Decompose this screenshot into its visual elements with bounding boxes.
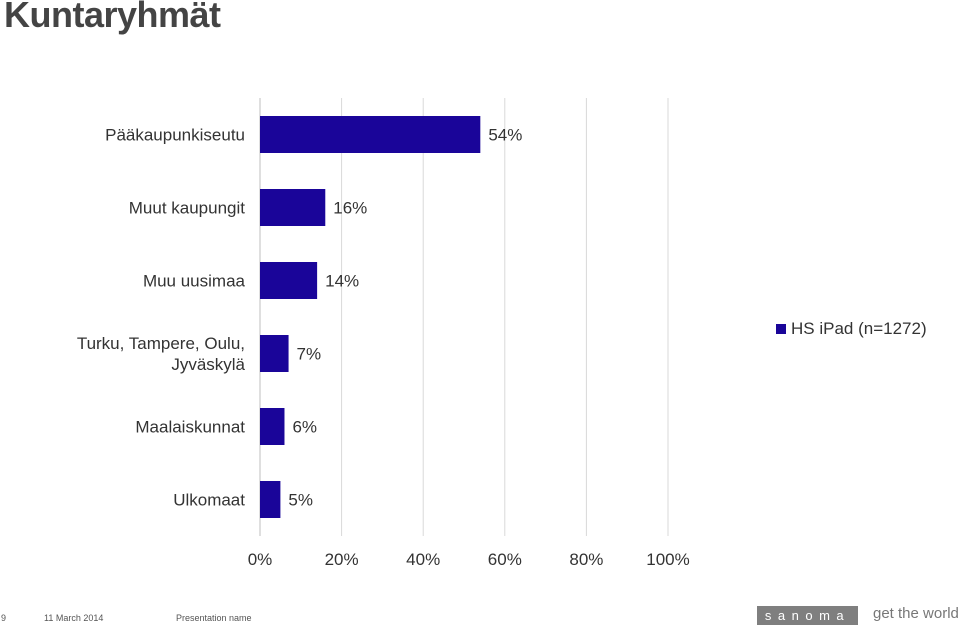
x-tick-label: 20% xyxy=(325,550,359,569)
tagline: get the world xyxy=(873,605,959,622)
x-tick-label: 60% xyxy=(488,550,522,569)
category-label: Ulkomaat xyxy=(173,491,245,510)
bar xyxy=(260,189,326,226)
category-label: Muu uusimaa xyxy=(143,272,246,291)
legend-label: HS iPad (n=1272) xyxy=(791,319,927,338)
page-number: 9 xyxy=(1,613,7,623)
legend: HS iPad (n=1272) xyxy=(776,319,927,338)
value-label: 7% xyxy=(297,345,322,364)
bars xyxy=(260,116,481,518)
presentation-name: Presentation name xyxy=(176,613,252,623)
bar xyxy=(260,116,481,153)
x-tick-label: 80% xyxy=(569,550,603,569)
labels: 0% 20% 40% 60% 80% 100% 54% Pääkaupunkiseutu 16%… xyxy=(77,126,690,570)
value-label: 14% xyxy=(325,272,359,291)
bar xyxy=(260,262,318,299)
x-tick-label: 100% xyxy=(646,550,689,569)
bar xyxy=(260,408,285,445)
bar-chart: 0% 20% 40% 60% 80% 100% 54% Pääkaupunkiseutu 16%… xyxy=(77,98,927,570)
bar xyxy=(260,481,281,518)
category-label: Pääkaupunkiseutu xyxy=(105,126,245,145)
grid-lines xyxy=(259,98,669,536)
sanoma-logo: sanoma xyxy=(757,606,858,625)
category-label: Turku, Tampere, Oulu, Jyväskylä xyxy=(77,334,246,374)
page-title: Kuntaryhmät xyxy=(4,0,221,35)
x-tick-label: 40% xyxy=(406,550,440,569)
x-tick-label: 0% xyxy=(248,550,273,569)
category-label: Muut kaupungit xyxy=(129,199,246,218)
value-label: 6% xyxy=(292,418,317,437)
footer-date: 11 March 2014 xyxy=(44,613,104,623)
value-label: 54% xyxy=(488,126,522,145)
value-label: 5% xyxy=(288,491,313,510)
value-label: 16% xyxy=(333,199,367,218)
legend-swatch xyxy=(776,324,786,334)
category-label: Maalaiskunnat xyxy=(135,418,245,437)
bar xyxy=(260,335,289,372)
